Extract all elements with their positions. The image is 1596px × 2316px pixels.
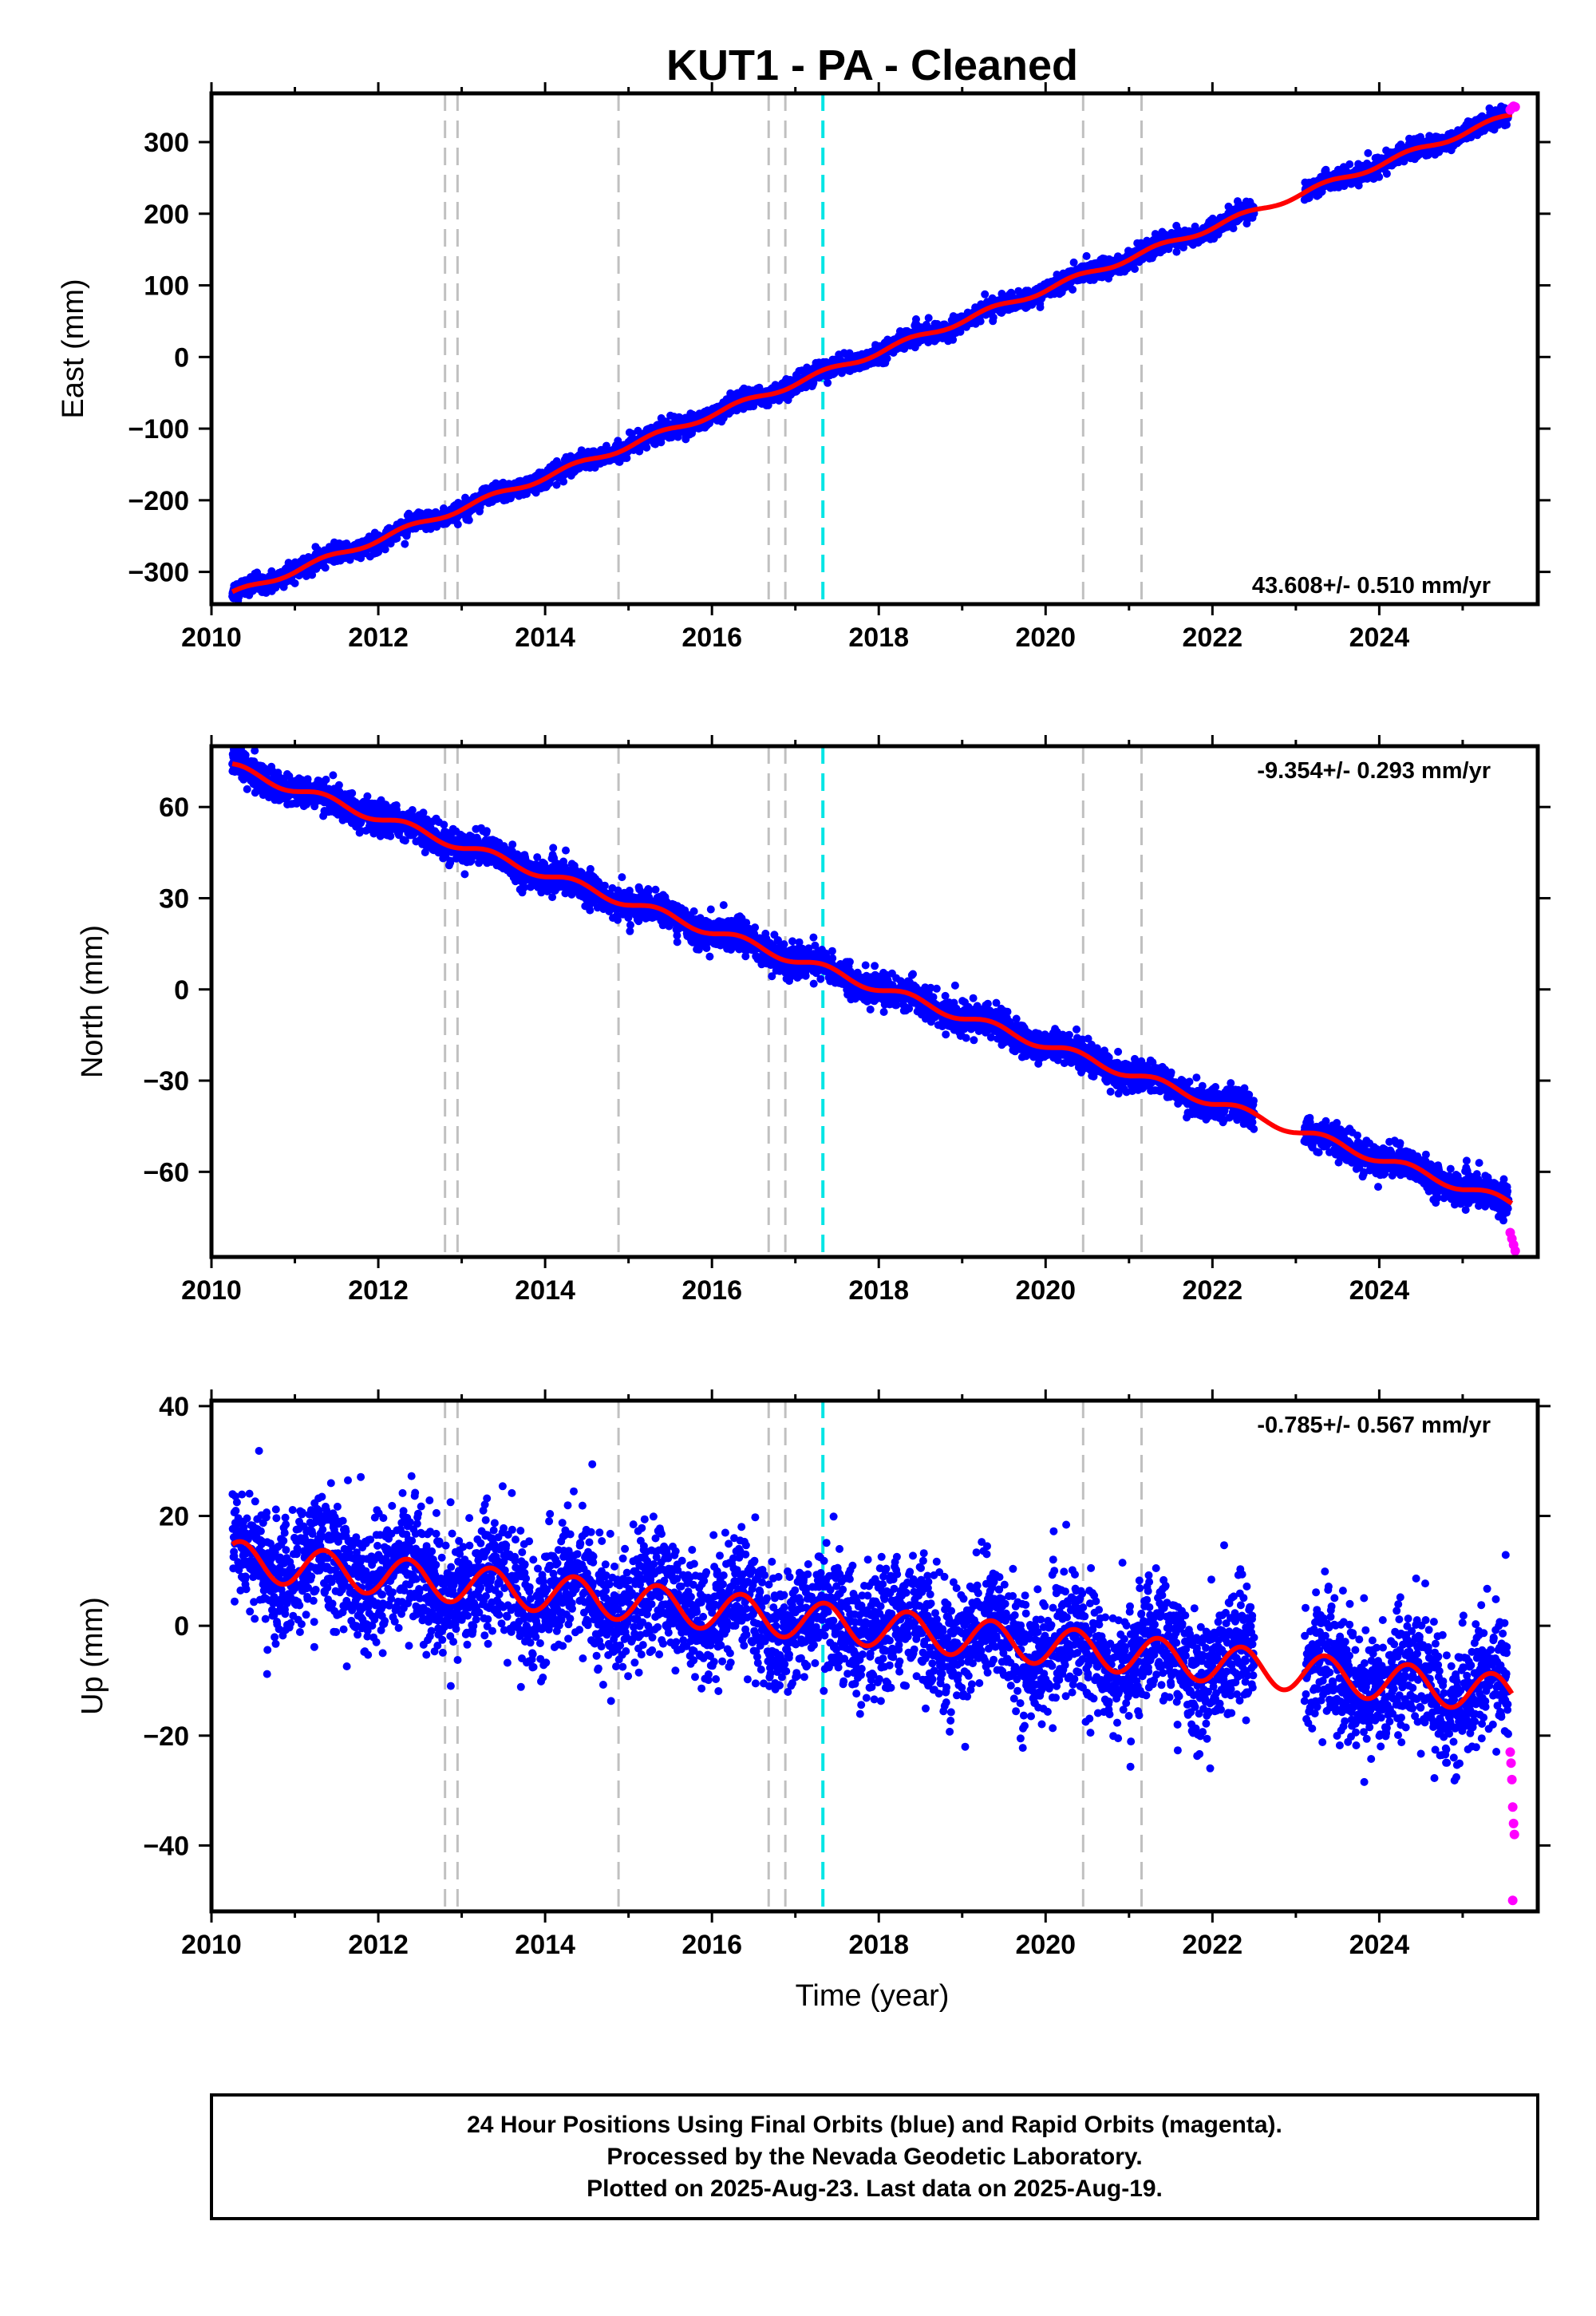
data-point <box>464 516 473 524</box>
x-tick-label: 2020 <box>1015 622 1076 653</box>
event-lines <box>444 93 1143 604</box>
x-tick-label: 2014 <box>515 622 575 653</box>
data-point <box>924 314 933 322</box>
x-tick-label: 2018 <box>848 622 909 653</box>
y-tick-label: 100 <box>144 271 189 302</box>
data-point <box>883 354 891 363</box>
y-tick-label: 0 <box>174 342 189 373</box>
data-point <box>321 563 330 572</box>
event-lines <box>444 746 1143 1257</box>
east-panel: 2010 2012 2014 2016 2018 2020 2022 2024 −300 −200… <box>57 82 1551 653</box>
x-tick-label: 2024 <box>1349 622 1410 653</box>
rapid-orbit-points <box>1505 101 1520 115</box>
data-point <box>1131 265 1139 273</box>
data-point <box>1229 224 1238 233</box>
x-tick-label: 2010 <box>181 622 242 653</box>
y-tick-label: −100 <box>128 414 189 445</box>
data-point <box>1069 258 1078 267</box>
data-point <box>989 313 998 322</box>
data-point <box>1345 160 1354 168</box>
data-point <box>1382 169 1391 178</box>
data-point <box>1503 121 1511 129</box>
north-panel: 2010 2012 2014 2016 2018 2020 2022 2024−60−3003… <box>76 735 1551 1306</box>
data-point <box>381 545 389 554</box>
final-orbit-points <box>228 746 1513 1225</box>
data-point <box>290 579 299 587</box>
figure-title: KUT1 - PA - Cleaned <box>666 41 1078 89</box>
y-tick-label: 200 <box>144 200 189 230</box>
data-point <box>401 539 409 548</box>
data-point <box>308 571 317 579</box>
rapid-point <box>1510 102 1520 113</box>
y-tick-label: −300 <box>128 558 189 588</box>
final-orbit-points <box>228 102 1513 604</box>
y-axis-label: East (mm) <box>57 279 90 418</box>
data-point <box>241 751 250 759</box>
x-tick-label: 2012 <box>348 622 409 653</box>
data-point <box>981 290 990 298</box>
data-point <box>1069 285 1077 294</box>
y-tick-label: 300 <box>144 128 189 158</box>
data-point <box>824 378 832 387</box>
y-tick-label: −200 <box>128 486 189 516</box>
data-point <box>622 454 631 462</box>
x-tick-label: 2022 <box>1183 622 1243 653</box>
data-point <box>374 547 383 556</box>
data-point <box>1364 148 1373 157</box>
data-point <box>1375 172 1384 181</box>
data-point <box>552 480 561 489</box>
x-tick-label: 2016 <box>681 622 742 653</box>
data-point <box>1082 251 1091 260</box>
data-point <box>243 785 251 793</box>
data-point <box>559 477 568 486</box>
data-point <box>1036 303 1045 311</box>
data-point <box>453 520 462 529</box>
velocity-label: 43.608+/- 0.510 mm/yr <box>1252 573 1491 599</box>
data-point <box>602 441 610 450</box>
data-point <box>642 443 651 452</box>
